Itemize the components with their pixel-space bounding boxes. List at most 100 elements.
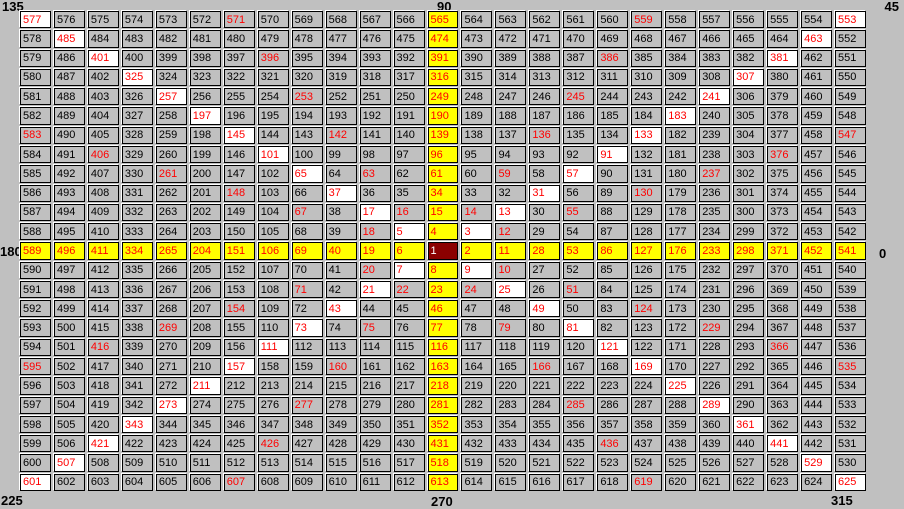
grid-cell[interactable]: 259 [155, 126, 187, 144]
grid-cell[interactable]: 406 [87, 145, 119, 164]
grid-cell[interactable]: 427 [291, 435, 323, 453]
grid-cell[interactable]: 304 [733, 126, 765, 144]
grid-cell[interactable]: 225 [665, 377, 697, 395]
grid-cell[interactable]: 445 [801, 377, 833, 395]
grid-cell[interactable]: 624 [801, 473, 833, 491]
grid-cell[interactable]: 234 [699, 223, 731, 241]
grid-cell[interactable]: 366 [767, 338, 799, 357]
grid-cell[interactable]: 163 [427, 358, 459, 376]
grid-cell[interactable]: 123 [631, 319, 663, 337]
grid-cell[interactable]: 218 [427, 377, 459, 395]
grid-cell[interactable]: 86 [597, 242, 629, 260]
grid-cell[interactable]: 474 [427, 30, 459, 48]
grid-cell[interactable]: 147 [223, 165, 255, 183]
grid-cell[interactable]: 565 [427, 11, 459, 29]
grid-cell[interactable]: 324 [155, 68, 187, 87]
grid-cell[interactable]: 287 [631, 396, 663, 414]
grid-cell[interactable]: 199 [189, 145, 221, 164]
grid-cell[interactable]: 489 [53, 107, 85, 125]
grid-cell[interactable]: 453 [801, 223, 833, 241]
grid-cell[interactable]: 502 [53, 358, 85, 376]
grid-cell[interactable]: 579 [20, 49, 51, 67]
grid-cell[interactable]: 504 [53, 396, 85, 414]
grid-cell[interactable]: 532 [835, 415, 866, 434]
grid-cell[interactable]: 475 [393, 30, 425, 48]
grid-cell[interactable]: 498 [53, 280, 85, 299]
grid-cell[interactable]: 478 [291, 30, 323, 48]
grid-cell[interactable]: 372 [767, 223, 799, 241]
grid-cell[interactable]: 420 [87, 415, 119, 434]
grid-cell[interactable]: 450 [801, 280, 833, 299]
grid-cell[interactable]: 541 [835, 242, 866, 260]
grid-cell[interactable]: 357 [597, 415, 629, 434]
grid-cell[interactable]: 129 [631, 203, 663, 222]
grid-cell[interactable]: 292 [733, 358, 765, 376]
grid-cell[interactable]: 63 [359, 165, 391, 183]
grid-cell[interactable]: 126 [631, 261, 663, 279]
grid-cell[interactable]: 186 [563, 107, 595, 125]
grid-cell[interactable]: 144 [257, 126, 289, 144]
grid-cell[interactable]: 161 [359, 358, 391, 376]
grid-cell[interactable]: 254 [257, 88, 289, 106]
grid-cell[interactable]: 82 [597, 319, 629, 337]
grid-cell[interactable]: 462 [801, 49, 833, 67]
grid-cell[interactable]: 528 [767, 454, 799, 472]
grid-cell[interactable]: 619 [631, 473, 663, 491]
grid-cell[interactable]: 174 [665, 280, 697, 299]
grid-cell[interactable]: 16 [393, 203, 425, 222]
grid-cell[interactable]: 175 [665, 261, 697, 279]
grid-cell[interactable]: 185 [597, 107, 629, 125]
grid-cell[interactable]: 30 [529, 203, 561, 222]
grid-cell[interactable]: 70 [291, 261, 323, 279]
grid-cell[interactable]: 497 [53, 261, 85, 279]
grid-cell[interactable]: 370 [767, 261, 799, 279]
grid-cell[interactable]: 148 [223, 184, 255, 202]
grid-cell[interactable]: 80 [529, 319, 561, 337]
grid-cell[interactable]: 165 [495, 358, 527, 376]
grid-cell[interactable]: 203 [189, 223, 221, 241]
grid-cell[interactable]: 289 [699, 396, 731, 414]
grid-cell[interactable]: 342 [121, 396, 153, 414]
grid-cell[interactable]: 250 [393, 88, 425, 106]
grid-cell[interactable]: 601 [20, 473, 51, 491]
grid-cell[interactable]: 328 [121, 126, 153, 144]
grid-cell[interactable]: 410 [87, 223, 119, 241]
grid-cell[interactable]: 67 [291, 203, 323, 222]
grid-cell[interactable]: 500 [53, 319, 85, 337]
grid-cell[interactable]: 575 [87, 11, 119, 29]
grid-cell[interactable]: 93 [529, 145, 561, 164]
grid-cell[interactable]: 581 [20, 88, 51, 106]
grid-cell[interactable]: 211 [189, 377, 221, 395]
grid-cell[interactable]: 162 [393, 358, 425, 376]
grid-cell[interactable]: 121 [597, 338, 629, 357]
grid-cell[interactable]: 224 [631, 377, 663, 395]
grid-cell[interactable]: 301 [733, 184, 765, 202]
grid-cell[interactable]: 529 [801, 454, 833, 472]
grid-cell[interactable]: 316 [427, 68, 459, 87]
grid-cell[interactable]: 214 [291, 377, 323, 395]
grid-cell[interactable]: 168 [597, 358, 629, 376]
grid-cell[interactable]: 253 [291, 88, 323, 106]
grid-cell[interactable]: 611 [359, 473, 391, 491]
grid-cell[interactable]: 29 [529, 223, 561, 241]
grid-cell[interactable]: 323 [189, 68, 221, 87]
grid-cell[interactable]: 530 [835, 454, 866, 472]
grid-cell[interactable]: 382 [733, 49, 765, 67]
grid-cell[interactable]: 472 [495, 30, 527, 48]
grid-cell[interactable]: 269 [155, 319, 187, 337]
grid-cell[interactable]: 496 [53, 242, 85, 260]
grid-cell[interactable]: 11 [495, 242, 527, 260]
grid-cell[interactable]: 305 [733, 107, 765, 125]
grid-cell[interactable]: 473 [461, 30, 493, 48]
grid-cell[interactable]: 374 [767, 184, 799, 202]
grid-cell[interactable]: 525 [665, 454, 697, 472]
grid-cell[interactable]: 604 [121, 473, 153, 491]
grid-cell[interactable]: 351 [393, 415, 425, 434]
grid-cell[interactable]: 343 [121, 415, 153, 434]
grid-cell[interactable]: 422 [121, 435, 153, 453]
grid-cell[interactable]: 220 [495, 377, 527, 395]
grid-cell[interactable]: 194 [291, 107, 323, 125]
grid-cell[interactable]: 332 [121, 203, 153, 222]
grid-cell[interactable]: 270 [155, 338, 187, 357]
grid-cell[interactable]: 580 [20, 68, 51, 87]
